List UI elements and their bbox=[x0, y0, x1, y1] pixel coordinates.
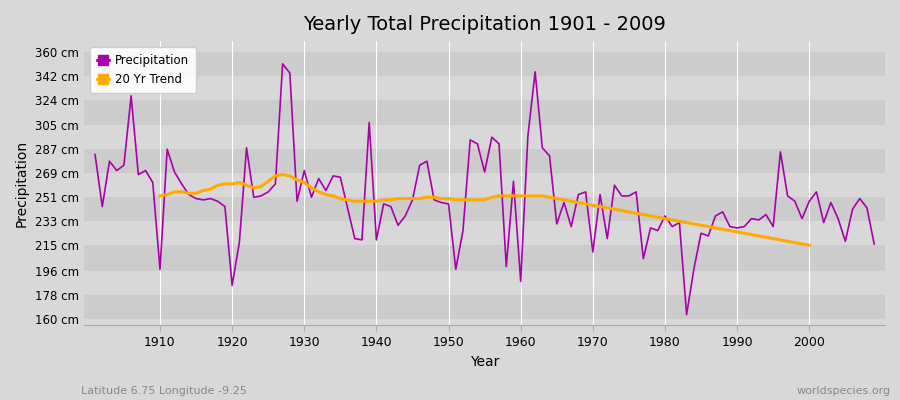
Bar bbox=[85, 76, 885, 100]
X-axis label: Year: Year bbox=[470, 355, 500, 369]
Text: worldspecies.org: worldspecies.org bbox=[796, 386, 891, 396]
Bar bbox=[85, 173, 885, 197]
Bar bbox=[85, 100, 885, 125]
Y-axis label: Precipitation: Precipitation bbox=[15, 140, 29, 227]
Bar bbox=[85, 52, 885, 76]
Bar bbox=[85, 271, 885, 295]
Bar bbox=[85, 149, 885, 173]
Title: Yearly Total Precipitation 1901 - 2009: Yearly Total Precipitation 1901 - 2009 bbox=[303, 15, 666, 34]
Bar bbox=[85, 221, 885, 245]
Bar bbox=[85, 295, 885, 319]
Legend: Precipitation, 20 Yr Trend: Precipitation, 20 Yr Trend bbox=[90, 47, 196, 93]
Bar bbox=[85, 245, 885, 271]
Bar bbox=[85, 197, 885, 221]
Text: Latitude 6.75 Longitude -9.25: Latitude 6.75 Longitude -9.25 bbox=[81, 386, 247, 396]
Bar bbox=[85, 125, 885, 149]
